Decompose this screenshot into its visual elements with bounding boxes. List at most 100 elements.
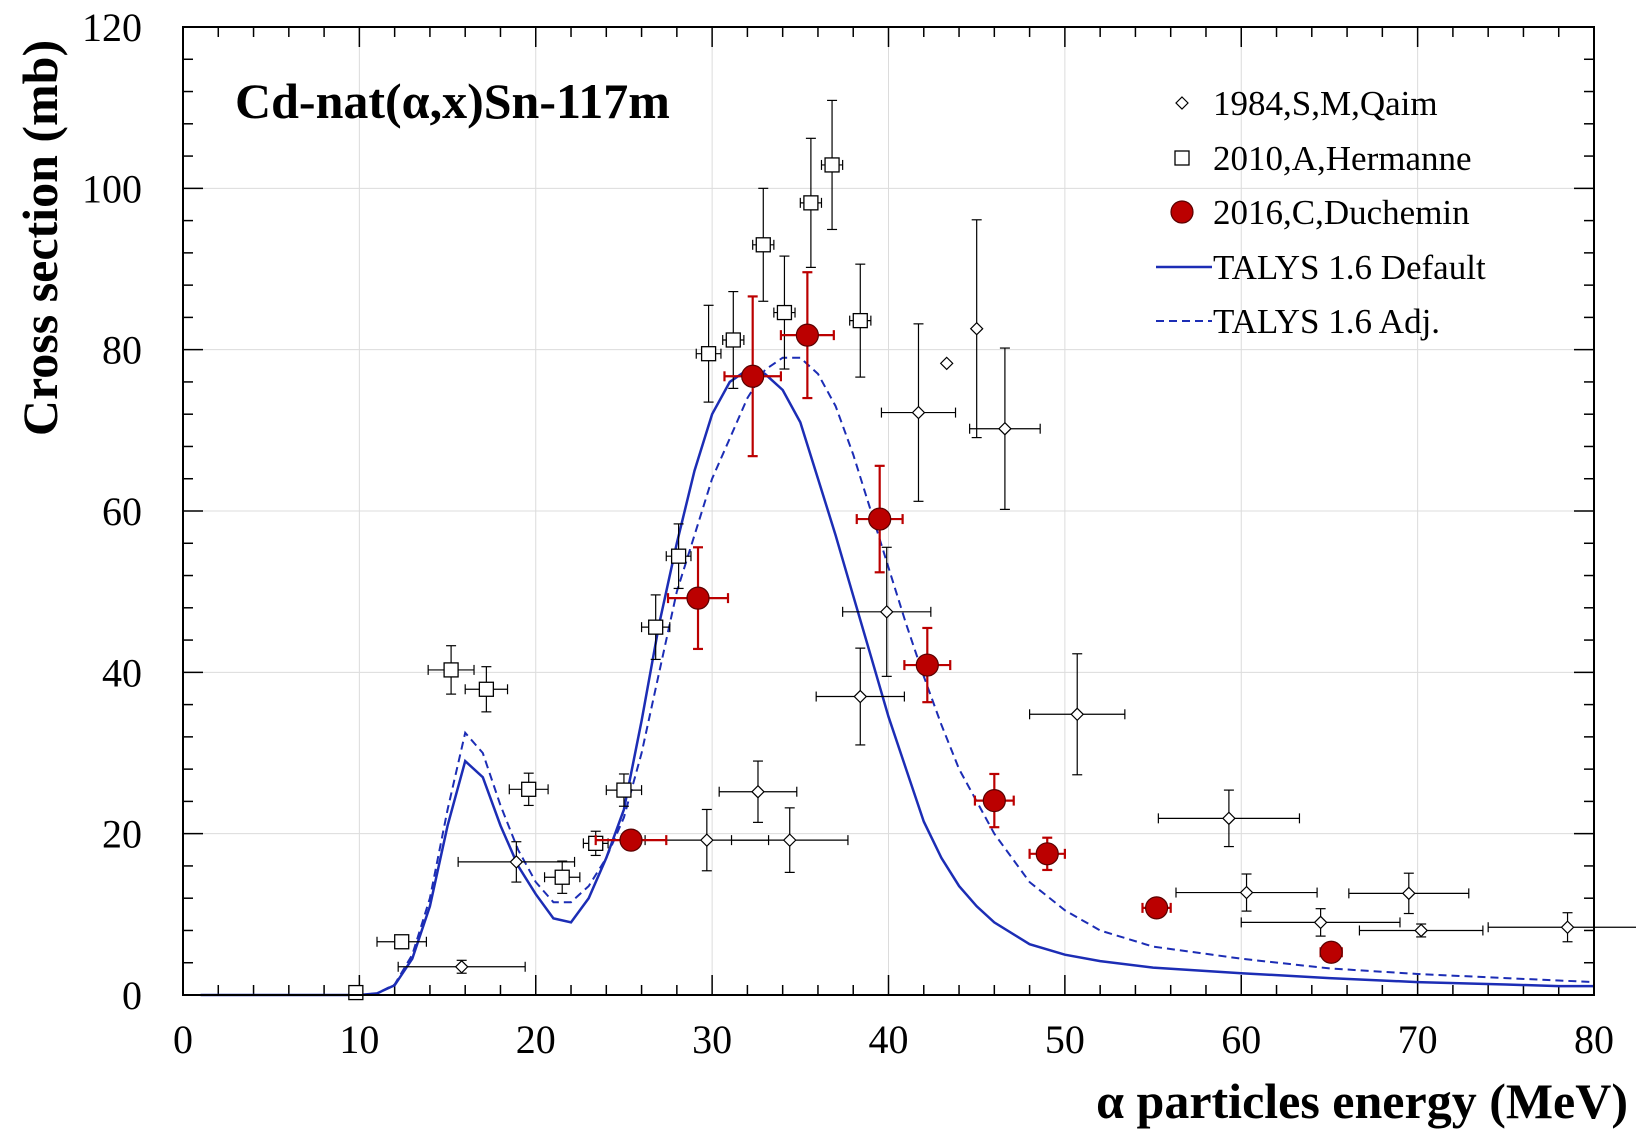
talys-adjusted-curve [200,356,1595,996]
legend-entry: TALYS 1.6 Default [1156,248,1486,287]
circle-marker [1319,940,1343,964]
talys-default-curve [200,368,1594,997]
plot-frame [182,26,1595,996]
circle-marker [619,828,643,852]
x-tick-label: 10 [339,1017,379,1062]
square-marker [776,304,793,321]
square-marker [852,312,868,329]
y-axis-title: Cross section (mb) [12,40,68,436]
circle-data-point [666,546,730,651]
square-marker [824,157,840,173]
square-data-point [605,773,643,807]
circle-data-point [1028,836,1066,872]
diamond-data-point [969,347,1041,510]
square-data-point [464,666,509,713]
circle-data-point [973,772,1015,829]
diamond-marker [699,833,714,847]
square-data-point [773,255,796,370]
diamond-marker [1560,920,1575,935]
legend-label: 2010,A,Hermanne [1213,139,1472,178]
square-data-point [695,304,722,403]
diamond-data-point [1157,789,1301,848]
square-data-point [508,772,549,807]
square-data-point [543,860,581,894]
circle-data-point [1141,896,1172,920]
square-marker [394,934,410,950]
diamond-marker [911,405,926,420]
diamond-data-point [939,356,954,371]
diamond-data-point [718,760,798,823]
x-tick-label: 50 [1045,1017,1085,1062]
diamond-data-point [1348,872,1470,915]
x-tick-label: 20 [516,1017,556,1062]
x-tick-label: 40 [869,1017,909,1062]
legend-entry: 2016,C,Duchemin [1170,193,1470,232]
diamond-data-point [880,323,957,502]
legend-entry: 1984,S,M,Qaim [1175,84,1438,123]
diamond-marker [879,604,894,619]
diamond-marker [782,833,797,847]
square-marker [700,346,717,362]
x-tick-label: 30 [692,1017,732,1062]
square-marker [648,619,664,635]
square-data-point [722,290,745,389]
y-tick-label: 80 [102,328,142,373]
circle-data-point [903,626,952,704]
circle-marker [1144,896,1169,920]
y-tick-label: 40 [102,650,142,695]
legend-entry: TALYS 1.6 Adj. [1156,302,1440,341]
circle-data-point [1319,940,1343,964]
square-marker [521,781,537,797]
diamond-marker [751,784,765,799]
diamond-data-point [457,841,576,883]
circle-marker [868,507,892,531]
legend-entry: 2010,A,Hermanne [1174,139,1472,178]
circle-marker [741,364,765,388]
square-marker [616,782,632,798]
diamond-data-point [397,959,526,974]
axis-ticks [182,26,1595,996]
x-tick-label: 80 [1574,1017,1614,1062]
diamond-marker [998,421,1012,436]
diamond-marker [1222,811,1236,826]
data-points [348,99,1636,1001]
diamond-marker [509,855,524,869]
square-data-point [799,137,823,268]
square-data-point [752,187,775,302]
square-data-point [348,984,364,1001]
square-data-point [820,99,844,231]
diamond-data-point [1028,653,1126,776]
diamond-data-point [842,546,932,677]
y-tick-label: 0 [122,973,142,1018]
square-data-point [640,594,671,661]
square-marker [755,237,771,253]
y-tick-label: 20 [102,812,142,857]
x-tick-label: 0 [173,1017,193,1062]
diamond-data-point [1240,908,1401,937]
diamond-data-point [730,807,849,873]
diamond-data-point [1358,923,1484,938]
diamond-marker [1313,915,1328,930]
diamond-marker [1414,923,1429,938]
square-marker [348,984,364,1001]
x-tick-label: 60 [1221,1017,1261,1062]
circle-marker [982,788,1006,813]
square-data-point [849,263,872,378]
square-marker [670,548,687,564]
square-data-point [665,523,692,590]
y-tick-label: 100 [82,166,142,211]
circle-data-point [723,295,783,458]
chart-title: Cd-nat(α,x)Sn-117m [235,73,670,129]
x-axis-title: α particles energy (MeV) [1096,1073,1628,1129]
legend-square-marker [1174,150,1190,166]
square-data-point [427,645,475,695]
legend-diamond-marker [1175,96,1189,110]
diamond-data-point [1487,912,1636,943]
grid-lines [182,26,1595,996]
circle-data-point [779,271,835,400]
circle-marker [1035,842,1059,866]
legend-label: TALYS 1.6 Adj. [1213,302,1440,341]
y-tick-label: 120 [82,5,142,50]
diamond-marker [1239,885,1254,900]
